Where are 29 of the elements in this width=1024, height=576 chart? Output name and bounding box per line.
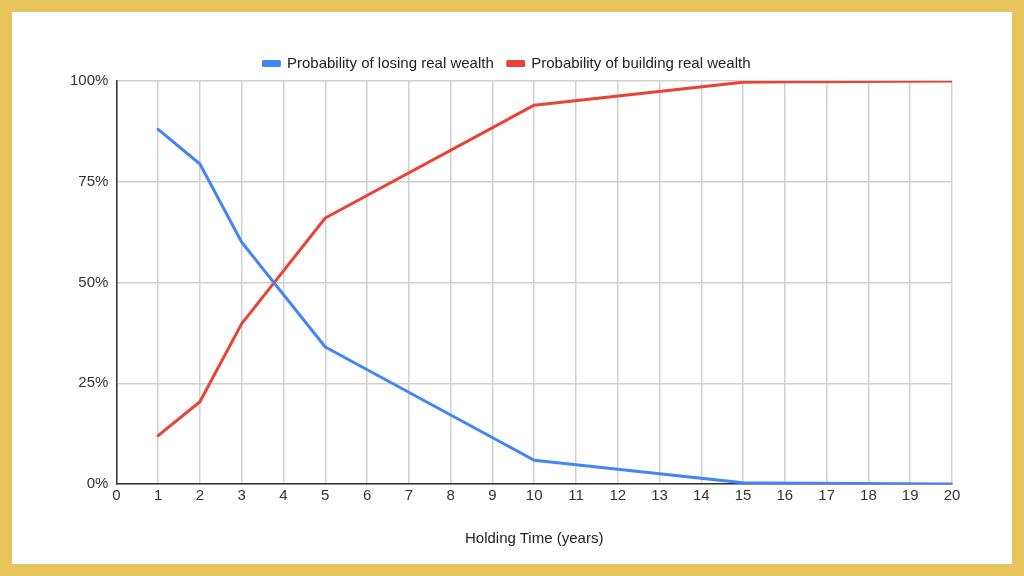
y-tick-label: 25% (78, 373, 109, 391)
x-tick-label: 19 (901, 486, 919, 504)
x-tick-label: 3 (237, 486, 246, 504)
x-tick-label: 2 (195, 486, 205, 504)
x-tick-label: 9 (488, 486, 497, 504)
x-tick-label: 17 (818, 486, 835, 504)
x-tick-label: 10 (525, 486, 543, 504)
x-tick-label: 14 (692, 486, 710, 504)
x-tick-label: 18 (860, 486, 877, 504)
x-tick-label: 5 (321, 486, 330, 504)
x-tick-label: 1 (153, 486, 163, 504)
x-tick-label: 7 (404, 486, 414, 504)
x-tick-label: 6 (362, 486, 372, 504)
x-tick-label: 20 (943, 486, 961, 504)
legend-label: Probability of building real wealth (531, 53, 751, 71)
y-tick-label: 0% (86, 474, 109, 492)
y-tick-label: 100% (69, 71, 109, 89)
x-tick-label: 0 (112, 486, 121, 504)
x-tick-label: 4 (279, 486, 288, 504)
x-tick-label: 8 (446, 486, 455, 504)
x-tick-label: 12 (609, 486, 627, 504)
x-tick-label: 11 (568, 486, 584, 504)
x-tick-label: 13 (651, 486, 668, 504)
x-tick-label: 15 (734, 486, 752, 504)
x-axis-title: Holding Time (years) (464, 529, 604, 547)
legend-label: Probability of losing real wealth (286, 53, 494, 71)
x-tick-label: 16 (776, 486, 794, 504)
y-tick-label: 75% (78, 171, 109, 189)
y-tick-label: 50% (78, 272, 109, 290)
